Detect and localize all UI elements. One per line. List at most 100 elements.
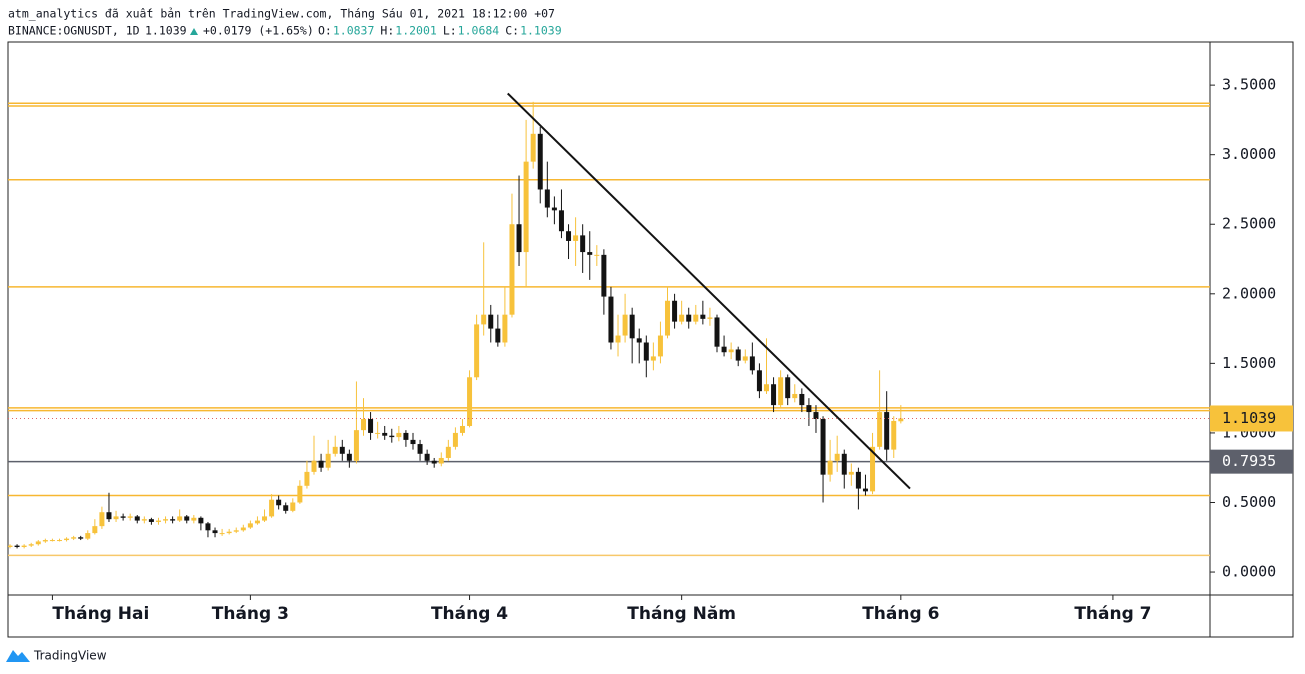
candle-body <box>693 314 699 322</box>
candle-body <box>431 460 437 464</box>
candle-body <box>481 314 487 325</box>
candle-body <box>467 377 473 426</box>
candle-body <box>219 533 225 535</box>
candle-body <box>438 457 444 464</box>
candle-body <box>587 252 593 255</box>
candle-body <box>134 516 140 521</box>
candle-body <box>452 432 458 447</box>
candle-body <box>544 189 550 208</box>
candle-body <box>191 517 197 521</box>
candle-body <box>799 393 805 406</box>
y-tick-label: 0.5000 <box>1222 493 1276 511</box>
x-tick-label: Tháng 3 <box>212 604 289 624</box>
candle-body <box>509 224 515 315</box>
candle-body <box>240 527 246 531</box>
candle-body <box>608 296 614 343</box>
candle-body <box>820 419 826 475</box>
candle-body <box>573 235 579 241</box>
candle-body <box>870 446 876 492</box>
y-tick-label: 1.5000 <box>1222 354 1276 372</box>
candle-body <box>679 314 685 322</box>
candle-body <box>551 207 557 211</box>
candle-body <box>848 471 854 475</box>
candle-body <box>120 516 126 518</box>
candle-body <box>566 231 572 241</box>
candle-body <box>410 439 416 445</box>
candle-body <box>297 485 303 503</box>
candle-body <box>665 300 671 336</box>
candle-body <box>269 499 275 517</box>
ohlc-value: 1.1039 <box>520 24 562 38</box>
candle-body <box>8 545 13 548</box>
candle-body <box>537 133 543 190</box>
candle-body <box>672 300 678 322</box>
candle-body <box>254 520 260 524</box>
symbol-info: BINANCE:OGNUSDT, 1D 1.1039 +0.0179 (+1.6… <box>8 24 314 38</box>
candle-body <box>49 540 55 542</box>
candle-body <box>813 412 819 420</box>
candle-body <box>85 533 91 539</box>
candle-body <box>113 516 119 520</box>
candle-body <box>99 512 105 527</box>
y-tick-label: 3.0000 <box>1222 145 1276 163</box>
candle-body <box>163 519 169 521</box>
candle-body <box>622 314 628 336</box>
logo-icon <box>6 650 30 662</box>
up-arrow <box>190 28 198 35</box>
x-tick-label: Tháng Hai <box>52 604 149 624</box>
change: +0.0179 (+1.65%) <box>203 24 314 38</box>
ohlc-label: H: <box>380 24 394 38</box>
candle-body <box>170 519 176 521</box>
candle-body <box>78 537 84 539</box>
candle-body <box>728 349 734 353</box>
candle-body <box>361 419 366 431</box>
candle-body <box>148 519 154 522</box>
y-tick-label: 2.0000 <box>1222 284 1276 302</box>
last-price: 1.1039 <box>145 24 187 38</box>
candle-body <box>841 453 847 475</box>
candle-body <box>290 502 296 511</box>
candle-body <box>580 235 586 253</box>
candle-body <box>346 453 352 461</box>
candle-body <box>862 488 868 492</box>
x-tick-label: Tháng Năm <box>627 604 736 624</box>
candle-body <box>106 512 112 520</box>
candle-body <box>35 541 41 545</box>
candle-body <box>615 335 621 343</box>
candle-body <box>141 519 147 521</box>
candle-body <box>806 405 812 413</box>
ohlc-label: O: <box>318 24 332 38</box>
y-tick-label: 2.5000 <box>1222 215 1276 233</box>
candle-body <box>64 538 70 541</box>
candle-body <box>28 544 34 546</box>
candle-body <box>424 453 430 461</box>
candle-body <box>742 356 748 361</box>
candle-body <box>855 471 861 489</box>
candle-body <box>721 346 727 353</box>
candle-body <box>353 430 359 461</box>
candle-body <box>42 540 48 542</box>
candle-body <box>459 425 465 433</box>
last-label: 1.1039 <box>1222 409 1276 427</box>
candle-body <box>92 526 98 534</box>
candle-body <box>502 314 508 343</box>
publish-info: atm_analytics đã xuất bản trên TradingVi… <box>8 7 555 21</box>
candle-body <box>247 523 253 528</box>
candle-body <box>368 419 374 433</box>
candle-body <box>389 435 395 438</box>
candle-body <box>311 460 317 472</box>
candle-body <box>650 356 656 361</box>
candle-body <box>283 505 289 511</box>
candle-body <box>898 418 904 422</box>
candle-body <box>763 384 769 392</box>
candle-body <box>636 338 642 343</box>
candle-body <box>14 545 20 548</box>
candle-body <box>127 516 133 518</box>
candle-body <box>700 314 706 319</box>
trend-line <box>507 92 911 490</box>
candle-body <box>686 314 692 322</box>
candle-body <box>714 317 720 347</box>
candle-body <box>707 317 713 319</box>
candle-body <box>318 460 324 468</box>
